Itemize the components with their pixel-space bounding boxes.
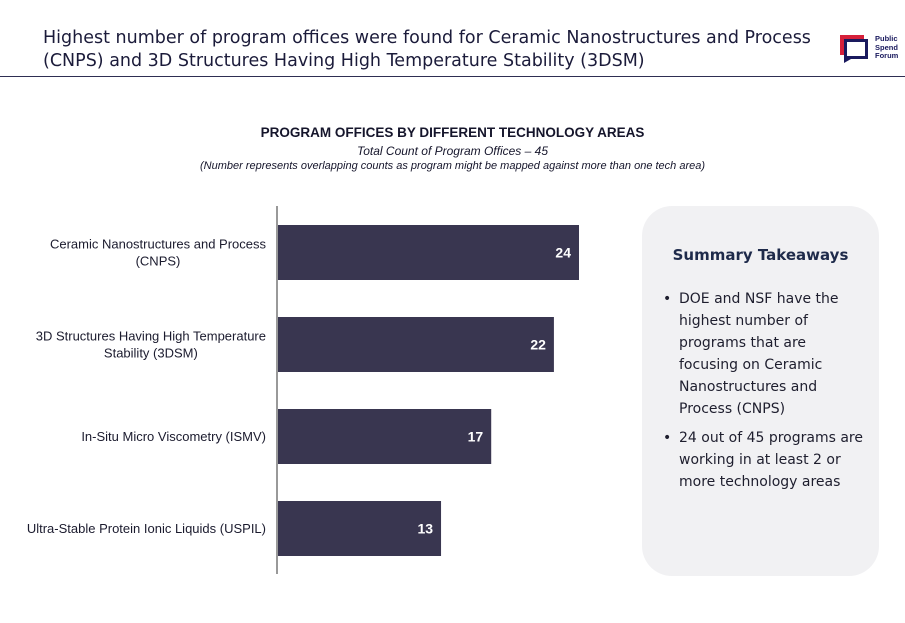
summary-item-text: DOE and NSF have the highest number of p… — [679, 291, 839, 417]
category-label-line: (CNPS) — [136, 254, 181, 269]
category-label-line: Stability (3DSM) — [104, 346, 198, 361]
speech-bubble-icon — [840, 35, 868, 63]
category-label-line: 3D Structures Having High Temperature — [36, 329, 266, 344]
title-divider — [0, 76, 905, 77]
bar-value-label: 13 — [417, 521, 433, 537]
bar — [278, 501, 442, 556]
summary-title: Summary Takeaways — [672, 246, 849, 264]
category-label: 3D Structures Having High Temperature Sta… — [36, 329, 266, 361]
bar-value-label: 22 — [530, 337, 546, 353]
logo-line: Public — [875, 34, 898, 43]
chart-note: (Number represents overlapping counts as… — [199, 160, 706, 172]
bar — [278, 225, 579, 280]
category-label-line: Ceramic Nanostructures and Process — [50, 237, 267, 252]
summary-list: • DOE and NSF have the highest number of… — [663, 288, 863, 500]
logo-wordmark: Public Spend Forum — [875, 34, 899, 61]
summary-item: • 24 out of 45 programs are working in a… — [663, 427, 863, 493]
slide-title: Highest number of program offices were f… — [43, 28, 811, 71]
logo-line: Spend — [875, 42, 898, 52]
bullet-icon: • — [663, 430, 672, 446]
category-label: Ultra-Stable Protein Ionic Liquids (USPI… — [27, 521, 266, 536]
bar-chart: 24 Ceramic Nanostructures and Process (CNP… — [27, 206, 579, 574]
bar — [278, 317, 554, 372]
chart-title: PROGRAM OFFICES BY DIFFERENT TECHNOLOGY … — [260, 125, 645, 140]
category-label: Ceramic Nanostructures and Process (CNPS) — [50, 237, 267, 269]
chart-subtitle: Total Count of Program Offices – 45 — [357, 144, 548, 158]
bullet-icon: • — [663, 291, 672, 307]
category-label-line: Ultra-Stable Protein Ionic Liquids (USPI… — [27, 521, 266, 536]
category-label: In-Situ Micro Viscometry (ISMV) — [81, 429, 266, 444]
summary-panel: Summary Takeaways • DOE and NSF have the… — [642, 206, 879, 576]
bar-value-label: 17 — [468, 429, 484, 445]
category-label-line: In-Situ Micro Viscometry (ISMV) — [81, 429, 266, 444]
summary-item-text: 24 out of 45 programs are working in at … — [679, 430, 863, 490]
bar — [278, 409, 492, 464]
bar-value-label: 24 — [555, 245, 571, 261]
summary-item: • DOE and NSF have the highest number of… — [663, 288, 863, 420]
logo-line: Forum — [875, 51, 899, 60]
public-spend-forum-logo: Public Spend Forum — [838, 33, 904, 65]
